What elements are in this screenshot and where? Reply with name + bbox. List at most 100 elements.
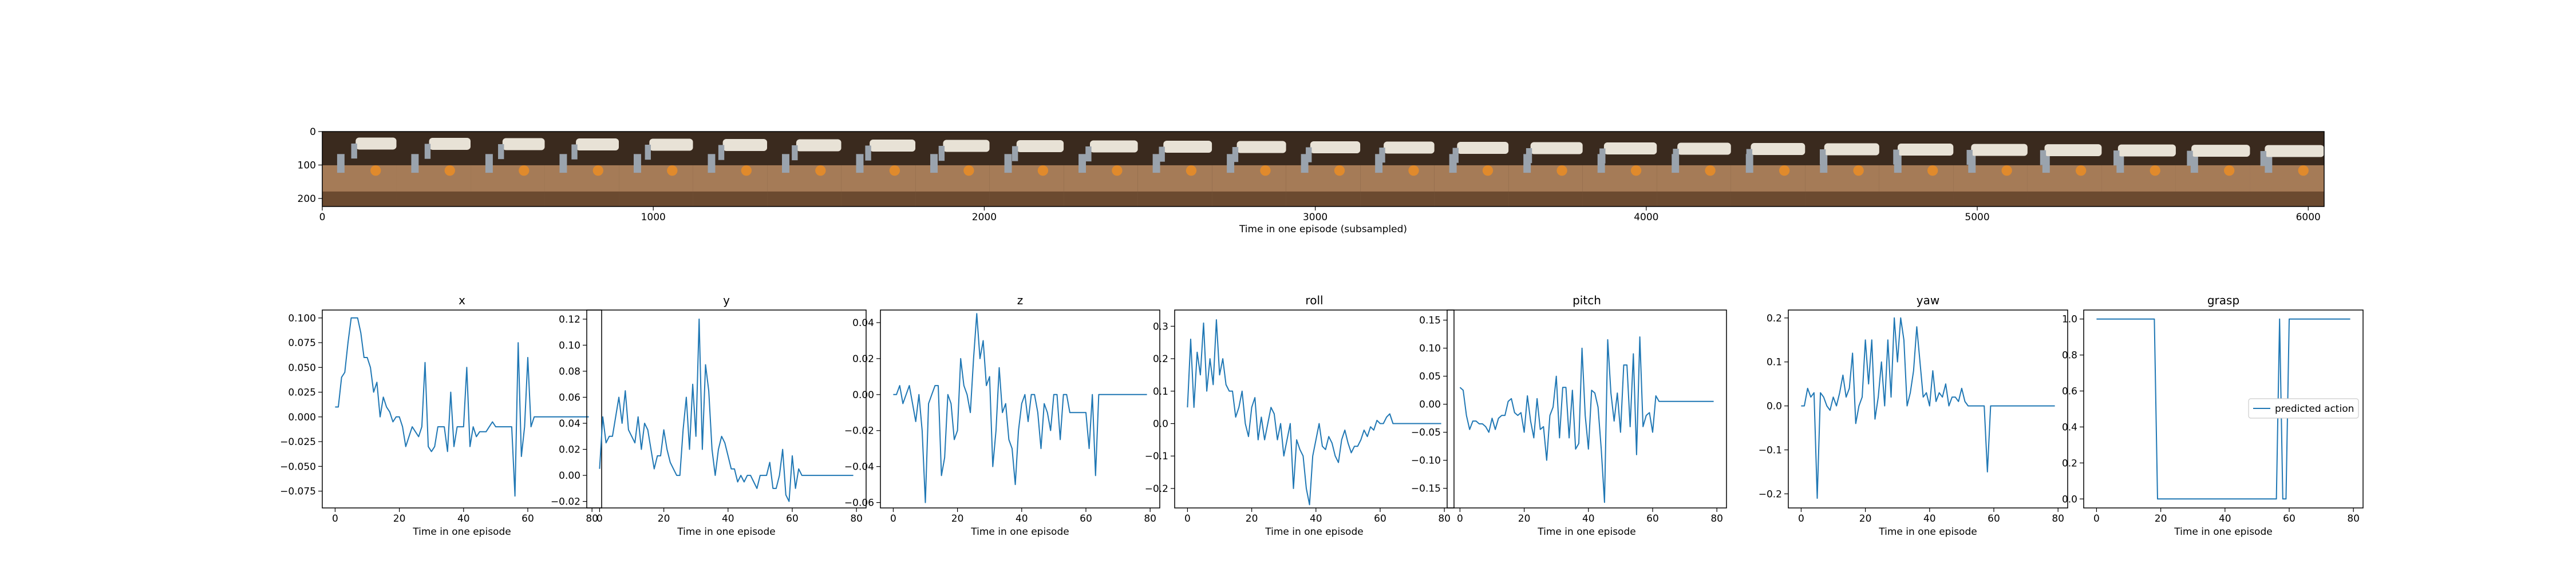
x-tick-label: 2000	[972, 212, 997, 223]
y-tick-label: 0.12	[559, 314, 580, 325]
x-tick-label: 60	[786, 513, 799, 525]
panel-frame	[2083, 309, 2364, 509]
frame-table-edge	[1212, 191, 1287, 206]
x-tick-label: 40	[1310, 513, 1322, 525]
frame-table-edge	[915, 191, 990, 206]
video-frame	[2027, 132, 2102, 206]
x-tick-label: 1000	[641, 212, 666, 223]
y-tick-label: 0.000	[288, 412, 316, 423]
frame-robot-arm	[576, 138, 619, 150]
frame-object	[1482, 165, 1494, 176]
frame-table-edge	[1434, 191, 1509, 206]
frame-object	[1630, 165, 1642, 176]
x-tick-label: 60	[1080, 513, 1092, 525]
panel-y: 0 20 40 60 80 −0.02 0.00 0.02 0.04 0.06 0.08 0.10 0.…	[551, 293, 867, 538]
frame-object	[2001, 165, 2012, 176]
frame-table-edge	[1657, 191, 1732, 206]
frame-robot-arm	[429, 137, 471, 150]
frame-gripper	[571, 144, 578, 160]
panel-frame	[1788, 309, 2068, 509]
y-tick-label: 0.6	[2062, 386, 2077, 398]
frame-table-edge	[693, 191, 768, 206]
frame-gripper	[865, 145, 871, 161]
frame-table-edge	[1730, 191, 1805, 206]
x-tick-label: 0	[1457, 513, 1463, 525]
y-tick-label: 0.1	[1767, 357, 1782, 368]
x-tick-label: 6000	[2296, 212, 2321, 223]
frame-gripper	[1746, 149, 1753, 164]
frame-table-edge	[322, 191, 397, 206]
x-tick-label: 60	[1646, 513, 1659, 525]
frame-object	[963, 165, 974, 176]
frame-table-edge	[1360, 191, 1435, 206]
frame-robot-arm	[1090, 140, 1138, 153]
y-tick-label: 0.10	[559, 340, 580, 351]
frame-table-edge	[471, 191, 546, 206]
frame-gripper	[1966, 150, 1973, 165]
video-frame	[1434, 132, 1509, 206]
frame-bottle	[930, 154, 938, 173]
x-tick-label: 20	[1246, 513, 1258, 525]
y-tick-label: 0.02	[852, 353, 874, 365]
frame-robot-arm	[1384, 141, 1435, 154]
video-frame	[693, 132, 768, 206]
video-frame	[841, 132, 916, 206]
x-tick-label: 0	[1798, 513, 1804, 525]
video-frame	[1212, 132, 1287, 206]
legend: predicted action	[2248, 398, 2359, 419]
y-tick-label: 0	[310, 126, 316, 138]
series-line	[1801, 317, 2055, 499]
series-line	[893, 313, 1147, 503]
x-tick-label: 80	[1438, 513, 1451, 525]
y-tick-label: 100	[298, 160, 316, 171]
frame-gripper	[2187, 150, 2193, 166]
panel-frame	[880, 309, 1160, 509]
x-tick-label: 80	[2052, 513, 2064, 525]
video-frame	[2250, 132, 2325, 206]
y-tick-label: 0.05	[1419, 371, 1441, 383]
video-frame	[1064, 132, 1139, 206]
x-tick-label: 0	[2093, 513, 2100, 525]
frame-robot-arm	[2265, 145, 2324, 157]
y-tick-label: 0.4	[2062, 422, 2077, 433]
video-frame	[989, 132, 1064, 206]
panel-xlabel: Time in one episode	[2174, 526, 2272, 538]
panel-xlabel: Time in one episode	[1537, 526, 1635, 538]
frame-bottle	[1152, 154, 1160, 173]
y-tick-label: 0.04	[852, 317, 874, 329]
series-line	[2096, 318, 2350, 500]
frame-table-edge	[1137, 191, 1212, 206]
frame-robot-arm	[1530, 142, 1583, 154]
x-tick-label: 60	[1988, 513, 2000, 525]
x-tick-label: 80	[1710, 513, 1723, 525]
y-tick-label: 0.2	[2062, 458, 2077, 469]
x-tick-label: 40	[1923, 513, 1936, 525]
panel-title: yaw	[1917, 293, 1939, 307]
frame-bottle	[782, 154, 789, 173]
frame-bottle	[485, 154, 493, 173]
video-frame	[322, 132, 397, 206]
frame-table-edge	[1582, 191, 1657, 206]
frame-table-edge	[1879, 191, 1954, 206]
frame-object	[1853, 165, 1864, 176]
frame-table-edge	[1064, 191, 1139, 206]
series-line	[335, 317, 589, 497]
x-tick-label: 0	[596, 513, 603, 525]
panel-xlabel: Time in one episode	[412, 526, 511, 538]
panel-title: y	[723, 293, 730, 307]
frame-bottle	[633, 154, 641, 173]
frame-object	[1556, 165, 1567, 176]
frame-robot-arm	[943, 140, 990, 152]
frame-robot-arm	[1310, 141, 1361, 153]
frame-gripper	[1452, 148, 1459, 163]
y-tick-label: 0.06	[559, 392, 580, 404]
panel-frame	[586, 309, 867, 509]
y-tick-label: −0.05	[1411, 427, 1441, 439]
panel-title: x	[459, 293, 465, 307]
frame-robot-arm	[502, 138, 545, 150]
y-tick-label: −0.075	[280, 486, 316, 498]
x-tick-label: 5000	[1965, 212, 1989, 223]
series-line	[1459, 336, 1714, 503]
frame-bottle	[411, 154, 419, 173]
y-tick-label: −0.15	[1411, 483, 1441, 495]
